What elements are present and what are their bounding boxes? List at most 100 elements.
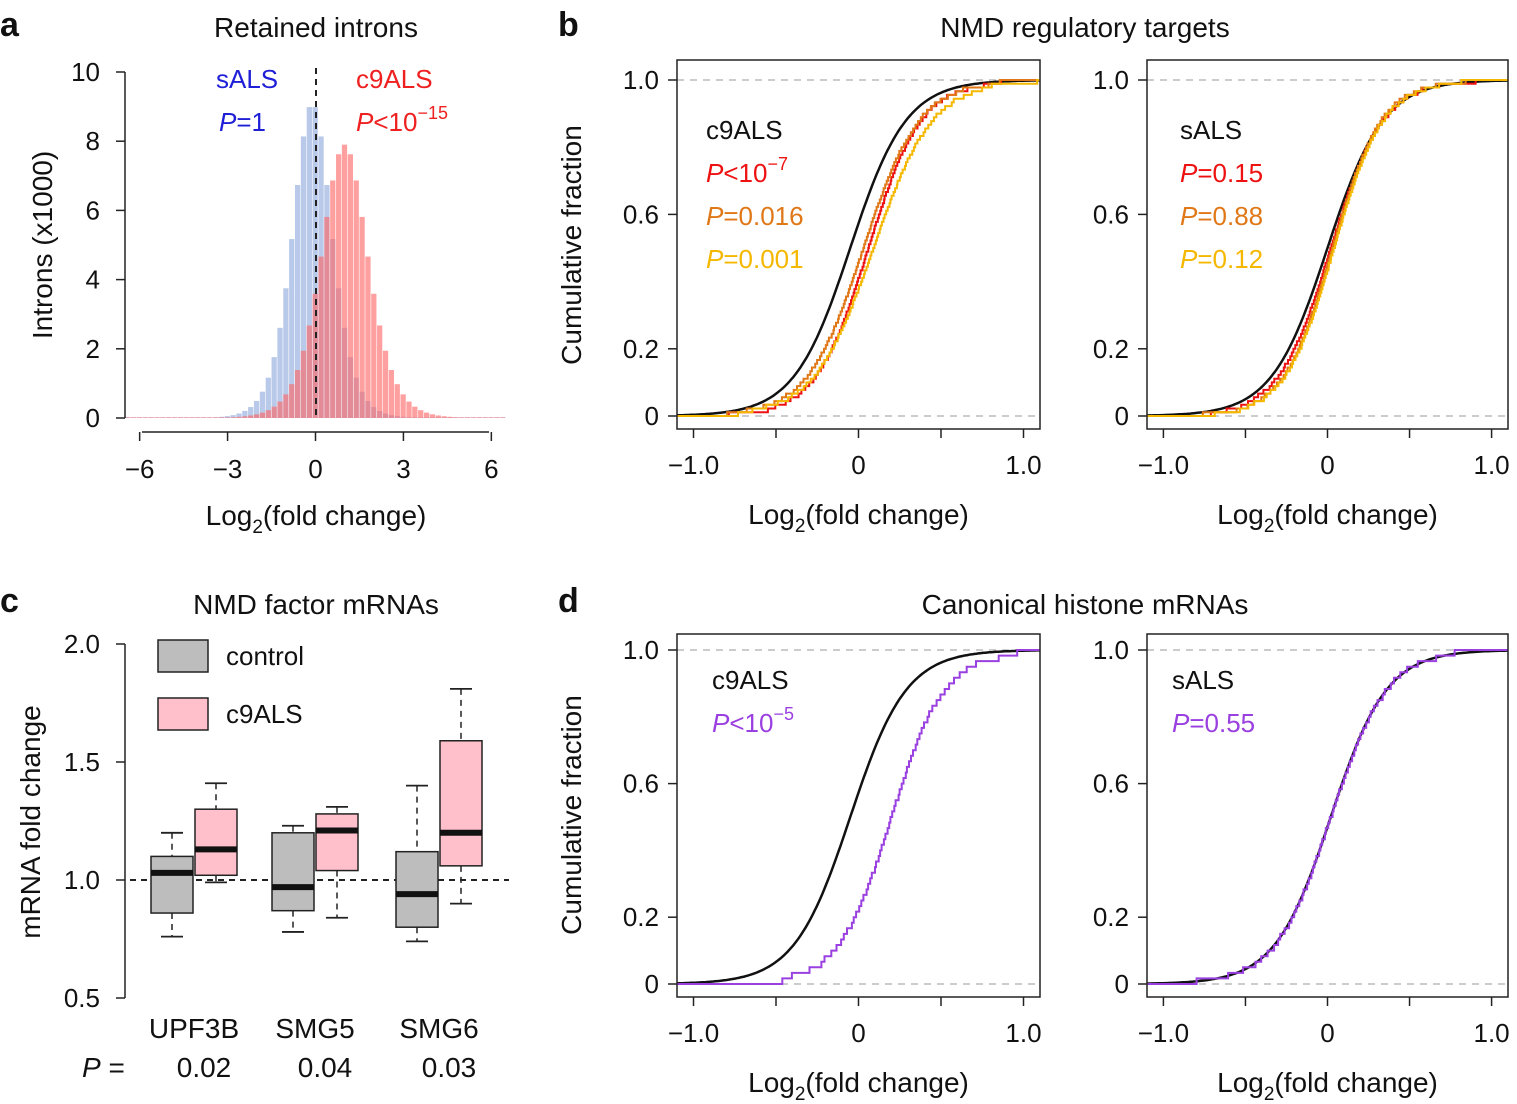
c9als-p-value: P<10−15	[356, 103, 448, 137]
histogram-bar-c9als	[283, 394, 289, 418]
y-tick-label: 0.6	[623, 769, 659, 799]
histogram-bar-sals	[230, 415, 236, 418]
xlabel-post: (fold change)	[805, 499, 968, 530]
histogram-bar-c9als	[248, 415, 254, 418]
histogram-bar-c9als	[482, 417, 488, 418]
panel-c-title: NMD factor mRNAs	[193, 589, 439, 620]
legend-swatch-control	[157, 639, 209, 673]
panel-a-ylabel: Introns (x1000)	[27, 151, 58, 339]
y-tick-label: 4	[86, 265, 100, 295]
histogram-bar-c9als	[423, 412, 430, 418]
y-ticks: 0 2 4 6 8 10	[71, 57, 125, 433]
y-tick-label: 0.2	[623, 902, 659, 932]
panel-b-c9als-subplot: 0 0.2 0.6 1.0 −1.0 0 1.0 Log2(fold change) c9ALS…	[623, 59, 1042, 537]
y-tick-label: 0	[645, 969, 659, 999]
histogram-bar-c9als	[125, 417, 131, 418]
histogram-bar-c9als	[218, 417, 225, 418]
histogram-bar-c9als	[406, 401, 412, 418]
panel-letter-d: d	[558, 582, 579, 620]
histogram-bar-c9als	[148, 417, 154, 418]
histogram-bar-c9als	[494, 417, 500, 418]
histogram-bar-c9als	[324, 216, 330, 418]
histogram-bar-c9als	[382, 350, 389, 418]
p-value-text: =0.15	[1197, 158, 1263, 188]
histogram-bar-sals	[294, 184, 301, 418]
histogram-bar-c9als	[476, 417, 482, 418]
gene-label-smg5: SMG5	[275, 1013, 354, 1044]
p-value-smg5: 0.04	[298, 1052, 353, 1083]
cdf-line-background	[677, 79, 1040, 417]
y-tick-label: 8	[86, 126, 100, 156]
panel-letter-a: a	[0, 6, 20, 44]
y-tick-label: 1.0	[64, 865, 100, 895]
panel-b-sals-subplot: 0 0.2 0.6 1.0 −1.0 0 1.0 Log2(fold change) sALS P…	[1093, 59, 1510, 537]
histogram-bar-c9als	[294, 369, 301, 418]
histogram-bar-c9als	[418, 410, 424, 418]
x-tick-label: 3	[396, 454, 410, 484]
x-tick-label: 6	[484, 454, 498, 484]
histogram-bar-c9als	[171, 417, 178, 418]
panel-d-ylabel: Cumulative fraction	[556, 695, 587, 935]
sals-label: sALS	[216, 64, 278, 94]
box-smg6-control	[395, 850, 439, 928]
histogram-bar-c9als	[277, 401, 283, 418]
y-tick-label: 1.5	[64, 747, 100, 777]
y-tick-label: 6	[86, 195, 100, 225]
histogram-bar-c9als	[207, 417, 213, 418]
cdf-line-orange	[677, 79, 1040, 417]
histogram-bar-c9als	[347, 154, 353, 419]
histogram-bar-c9als	[212, 417, 219, 418]
p-value-red: P<10−7	[706, 154, 788, 188]
histogram-bar-c9als	[365, 256, 371, 418]
group-label: c9ALS	[712, 665, 789, 695]
histogram-bar-c9als	[429, 414, 436, 418]
xlabel-sub: 2	[795, 1084, 806, 1104]
histogram-bar-c9als	[130, 417, 137, 418]
box-smg5-c9als	[315, 813, 359, 872]
cdf-line-histone	[677, 649, 1040, 985]
histogram-bar-c9als	[136, 417, 142, 418]
y-tick-label: 0	[1115, 401, 1129, 431]
histogram-bar-c9als	[230, 417, 236, 418]
x-tick-label: 0	[1320, 1018, 1334, 1048]
legend-swatch-c9als	[157, 697, 209, 731]
xlabel-pre: Log	[748, 499, 795, 530]
box-upf3b-control	[150, 855, 194, 914]
p-value-smg6: 0.03	[422, 1052, 477, 1083]
panel-d-title: Canonical histone mRNAs	[922, 589, 1249, 620]
p-value-text: =0.88	[1197, 201, 1263, 231]
y-tick-label: 0.2	[623, 334, 659, 364]
histogram-bar-c9als	[412, 406, 418, 418]
panel-d-cdf: d Canonical histone mRNAs Cumulative fra…	[556, 582, 1510, 1104]
histogram-bar-sals	[265, 377, 271, 418]
gene-labels: UPF3B 0.02 SMG5 0.04 SMG6 0.03	[149, 1013, 479, 1083]
histogram-bar-sals	[300, 136, 307, 419]
p-value-red: P=0.15	[1180, 158, 1263, 188]
histogram-bar-c9als	[441, 416, 447, 418]
histogram-bar-sals	[283, 288, 289, 418]
histogram-bar-c9als	[447, 416, 453, 418]
panel-letter-c: c	[0, 582, 19, 620]
histogram-bar-c9als	[306, 325, 312, 418]
histogram-bar-c9als	[177, 417, 184, 418]
panel-b-ylabel: Cumulative fraction	[556, 125, 587, 365]
legend-label-control: control	[226, 641, 304, 671]
cdf-line-background	[677, 649, 1040, 985]
group-label: sALS	[1180, 115, 1242, 145]
histogram-bar-c9als	[271, 406, 277, 418]
y-tick-label: 0	[645, 401, 659, 431]
histogram-bar-sals	[248, 407, 254, 418]
x-axis-label: Log2(fold change)	[748, 499, 969, 537]
p-value-yellow: P=0.001	[706, 244, 804, 274]
xlabel-pre: Log	[1217, 1067, 1264, 1098]
x-tick-label: 0	[851, 450, 865, 480]
histogram-bar-c9als	[195, 417, 201, 418]
histogram-bar-c9als	[236, 416, 242, 418]
y-ticks: 0.5 1.0 1.5 2.0	[64, 629, 125, 1013]
p-value-text: <10	[729, 708, 773, 738]
x-tick-label: 1.0	[1474, 450, 1510, 480]
histogram-bar-sals	[277, 327, 283, 418]
histogram-bar-c9als	[183, 417, 189, 418]
y-tick-label: 2	[86, 334, 100, 364]
xlabel-sub: 2	[795, 516, 806, 537]
